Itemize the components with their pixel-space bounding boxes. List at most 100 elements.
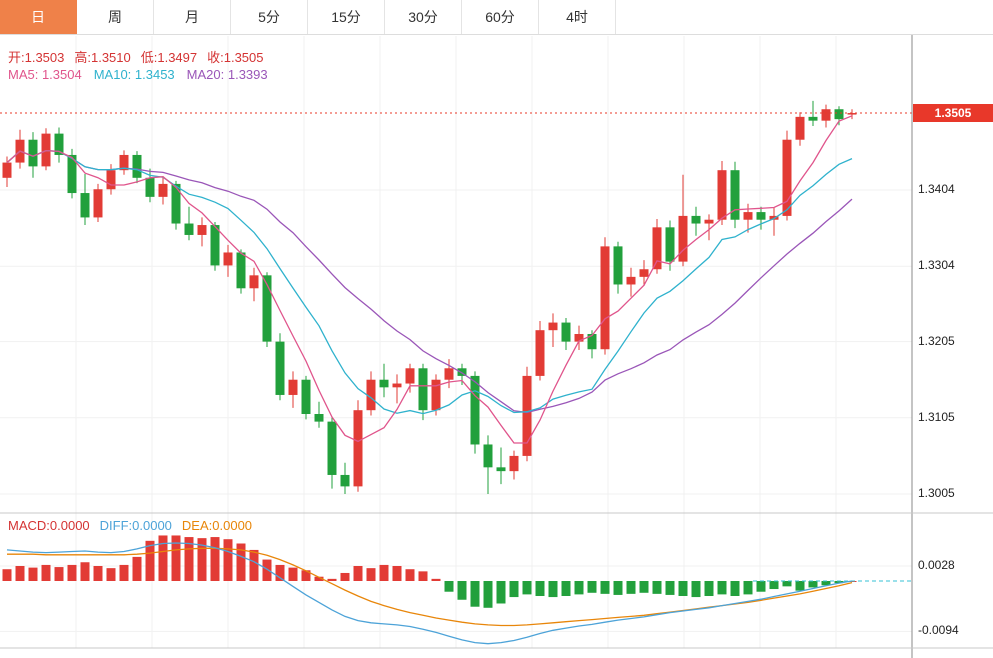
- timeframe-tabbar: 日周月 5分 15分 30分 60分 4时: [0, 0, 993, 35]
- macd-bar: [340, 572, 350, 581]
- macd-bar: [366, 568, 376, 581]
- tab-月[interactable]: 月: [154, 0, 231, 34]
- current-price-badge: 1.3505: [913, 104, 993, 122]
- macd-bar: [444, 581, 454, 592]
- macd-bar: [639, 581, 649, 593]
- low-value: 低:1.3497: [140, 50, 198, 65]
- candle-body: [210, 225, 220, 266]
- candle-body: [28, 139, 38, 167]
- macd-bar: [587, 581, 597, 593]
- macd-bar: [717, 581, 727, 595]
- candle-body: [119, 154, 129, 171]
- candle-body: [639, 269, 649, 277]
- macd-bar: [769, 581, 779, 590]
- macd-bar: [548, 581, 558, 598]
- macd-histogram: [2, 535, 857, 608]
- candle-body: [132, 154, 142, 178]
- macd-bar: [496, 581, 506, 604]
- candle-body: [561, 322, 571, 342]
- macd-bar: [197, 538, 207, 581]
- macd-bar: [678, 581, 688, 596]
- candle-body: [509, 455, 519, 472]
- candle-body: [301, 379, 311, 415]
- candle-body: [288, 379, 298, 395]
- macd-bar: [626, 581, 636, 594]
- macd-bar: [80, 562, 90, 581]
- tab-5分[interactable]: 5分: [231, 0, 308, 34]
- ma20-line: [6, 149, 853, 414]
- ma10-line: [6, 149, 853, 415]
- tab-周[interactable]: 周: [77, 0, 154, 34]
- macd-bar: [730, 581, 740, 596]
- candle-body: [483, 444, 493, 468]
- candle-body: [171, 183, 181, 224]
- diff-line: [6, 542, 853, 645]
- macd-bar: [704, 581, 714, 596]
- candles-group: [2, 100, 857, 494]
- macd-bar: [418, 571, 428, 581]
- candle-body: [691, 215, 701, 224]
- ma-readout: MA5: 1.3504 MA10: 1.3453 MA20: 1.3393: [8, 67, 280, 82]
- macd-bar: [106, 568, 116, 581]
- candle-body: [652, 227, 662, 270]
- macd-bar: [158, 535, 168, 581]
- macd-bar: [834, 581, 844, 584]
- candle-body: [522, 375, 532, 456]
- diff-value: DIFF:0.0000: [99, 518, 172, 533]
- tab-15分[interactable]: 15分: [308, 0, 385, 34]
- candle-body: [730, 170, 740, 220]
- candle-body: [145, 177, 155, 197]
- candle-body: [2, 162, 12, 178]
- macd-bar: [808, 581, 818, 588]
- candle-body: [158, 183, 168, 197]
- candle-body: [808, 116, 818, 121]
- macd-bar: [41, 564, 51, 581]
- candle-body: [678, 215, 688, 262]
- candle-body: [470, 375, 480, 445]
- candle-body: [795, 116, 805, 140]
- candle-body: [262, 275, 272, 342]
- candle-body: [821, 109, 831, 121]
- open-value: 开:1.3503: [8, 50, 65, 65]
- candle-body: [80, 193, 90, 218]
- macd-bar: [145, 540, 155, 581]
- macd-readout: MACD:0.0000 DIFF:0.0000 DEA:0.0000: [8, 518, 262, 533]
- tab-30分[interactable]: 30分: [385, 0, 462, 34]
- candle-body: [717, 170, 727, 220]
- candle-body: [93, 189, 103, 218]
- macd-bar: [652, 581, 662, 594]
- candle-body: [405, 368, 415, 384]
- macd-bar: [184, 537, 194, 581]
- candle-body: [834, 109, 844, 120]
- tab-日[interactable]: 日: [0, 0, 77, 34]
- candle-body: [197, 225, 207, 235]
- tab-4时[interactable]: 4时: [539, 0, 616, 34]
- candle-body: [327, 421, 337, 475]
- candle-body: [756, 212, 766, 220]
- macd-bar: [275, 564, 285, 581]
- macd-bar: [249, 549, 259, 581]
- candle-body: [67, 154, 77, 194]
- macd-bar: [67, 564, 77, 581]
- macd-bar: [821, 581, 831, 586]
- ohlc-readout: 开:1.3503 高:1.3510 低:1.3497 收:1.3505: [8, 47, 274, 66]
- candle-body: [704, 219, 714, 224]
- macd-bar: [522, 581, 532, 595]
- candle-body: [314, 414, 324, 422]
- macd-bar: [171, 535, 181, 581]
- macd-bar: [743, 581, 753, 595]
- candle-body: [769, 215, 779, 220]
- tab-60分[interactable]: 60分: [462, 0, 539, 34]
- macd-bar: [431, 578, 441, 581]
- macd-bar: [509, 581, 519, 598]
- ma10-value: MA10: 1.3453: [93, 67, 175, 82]
- ma5-value: MA5: 1.3504: [8, 67, 82, 82]
- macd-bar: [574, 581, 584, 595]
- macd-bar: [15, 566, 25, 581]
- macd-bar: [470, 581, 480, 607]
- macd-bar: [691, 581, 701, 598]
- macd-bar: [93, 566, 103, 581]
- candle-body: [184, 223, 194, 235]
